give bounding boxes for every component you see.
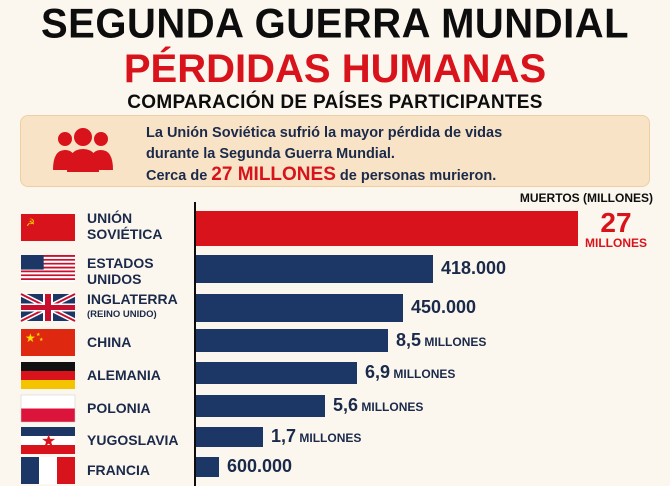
category-label: UNIÓN SOVIÉTICA	[87, 210, 163, 242]
bar-8	[196, 457, 219, 477]
bar-2	[196, 255, 433, 283]
china-flag-icon: ★ ★★	[21, 329, 75, 356]
unit-label: MUERTOS (MILLONES)	[519, 191, 653, 205]
chart-tagline: COMPARACIÓN DE PAÍSES PARTICIPANTES	[127, 92, 543, 113]
chart-subtitle: PÉRDIDAS HUMANAS	[123, 47, 547, 91]
svg-text:★: ★	[25, 331, 36, 345]
data-label: 1,7 MILLONES	[271, 426, 362, 446]
bar-3	[196, 294, 403, 322]
data-label: 27 MILLONES	[585, 207, 647, 251]
uk-flag-icon	[19, 291, 77, 324]
svg-text:☭: ☭	[26, 218, 35, 229]
data-label: 8,5 MILLONES	[396, 329, 487, 350]
svg-text:★: ★	[41, 432, 56, 452]
callout-box: La Unión Soviética sufrió la mayor pérdi…	[20, 115, 650, 187]
usa-flag-icon	[21, 255, 75, 282]
bar-7	[196, 427, 263, 447]
svg-text:★: ★	[39, 337, 44, 343]
callout-line-2: durante la Segunda Guerra Mundial.	[146, 146, 395, 162]
bar-6	[196, 395, 325, 417]
callout-highlight: 27 MILLONES	[211, 164, 336, 185]
data-label: 600.000	[227, 456, 293, 476]
poland-flag-icon	[20, 394, 76, 423]
category-label: YUGOSLAVIA	[87, 432, 179, 448]
data-label: 5,6 MILLONES	[333, 395, 424, 415]
bar-1	[196, 211, 578, 246]
people-group-icon	[53, 128, 113, 172]
category-label: ESTADOS UNIDOS	[87, 255, 154, 287]
callout-line-1: La Unión Soviética sufrió la mayor pérdi…	[146, 125, 503, 141]
category-label: INGLATERRA (REINO UNIDO)	[87, 291, 178, 320]
category-label: POLONIA	[87, 400, 151, 416]
callout-line-3: Cerca de 27 MILLONES de personas muriero…	[146, 164, 497, 185]
yugoslavia-flag-icon: ★	[21, 427, 75, 454]
data-label: 418.000	[441, 258, 507, 278]
bar-4	[196, 329, 388, 352]
bar-5	[196, 362, 357, 384]
chart-title: SEGUNDA GUERRA MUNDIAL	[40, 0, 630, 48]
data-label: 6,9 MILLONES	[365, 362, 456, 382]
france-flag-icon	[21, 457, 75, 484]
svg-text:★: ★	[36, 332, 41, 338]
category-label: CHINA	[87, 334, 132, 350]
category-label: FRANCIA	[87, 462, 150, 478]
germany-flag-icon	[21, 362, 75, 389]
data-label: 450.000	[411, 297, 477, 317]
category-label: ALEMANIA	[87, 367, 161, 383]
ussr-flag-icon: ☭	[21, 214, 75, 241]
